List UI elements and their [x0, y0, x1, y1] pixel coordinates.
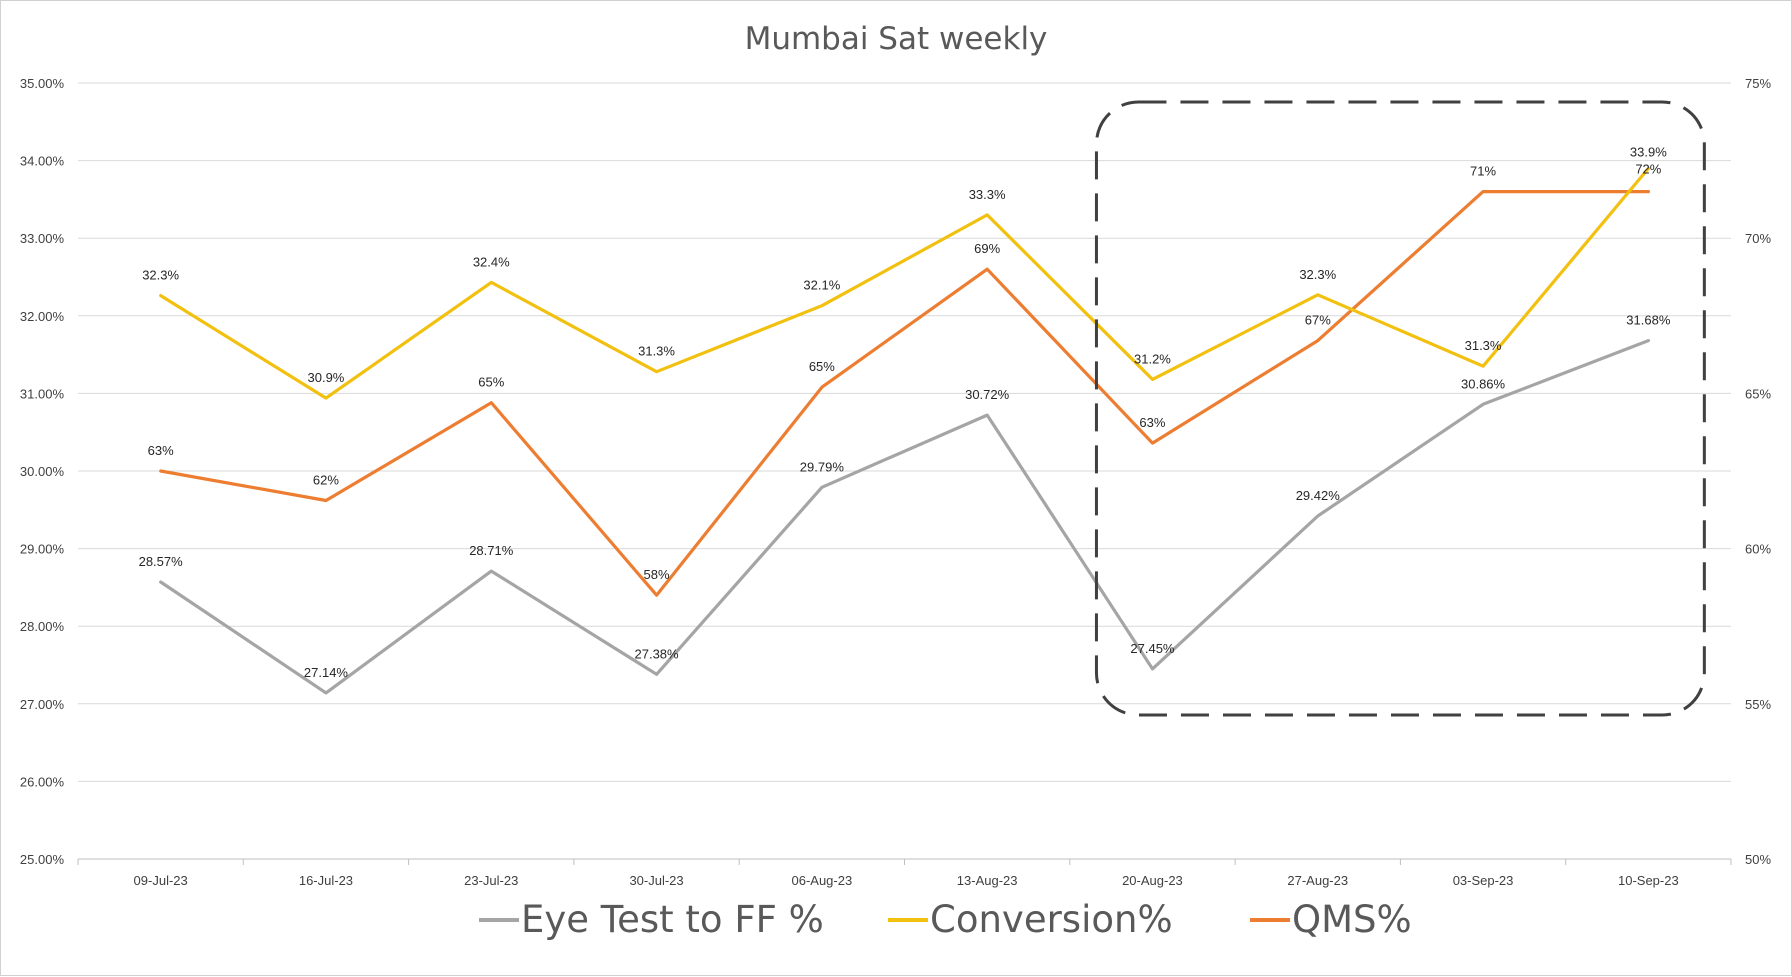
data-label: 27.45%: [1130, 641, 1175, 656]
data-label: 33.9%: [1630, 144, 1667, 159]
x-tick-label: 27-Aug-23: [1287, 873, 1348, 888]
y-left-tick-label: 32.00%: [20, 309, 65, 324]
y-left-tick-label: 34.00%: [20, 154, 65, 169]
data-label: 31.3%: [1465, 338, 1502, 353]
data-label: 32.3%: [1299, 267, 1336, 282]
data-label: 62%: [313, 472, 339, 487]
series-line-eye-test-to-ff: [159, 339, 1651, 695]
y-left-tick-label: 27.00%: [20, 697, 65, 712]
data-label: 29.42%: [1296, 488, 1341, 503]
x-tick-label: 23-Jul-23: [464, 873, 518, 888]
data-label: 28.71%: [469, 543, 514, 558]
data-label: 71%: [1470, 164, 1496, 179]
data-label: 30.9%: [308, 370, 345, 385]
series-line-qms: [159, 190, 1651, 597]
data-label: 32.3%: [142, 268, 179, 283]
y-left-tick-label: 28.00%: [20, 619, 65, 634]
y-left-tick-label: 31.00%: [20, 386, 65, 401]
data-label: 30.72%: [965, 387, 1010, 402]
data-label: 69%: [974, 241, 1000, 256]
y-left-tick-label: 35.00%: [20, 76, 65, 91]
legend-label: Conversion%: [930, 898, 1173, 941]
x-tick-label: 06-Aug-23: [791, 873, 852, 888]
data-label: 72%: [1635, 162, 1661, 177]
data-label: 58%: [644, 567, 670, 582]
x-tick-label: 13-Aug-23: [957, 873, 1018, 888]
y-right-tick-label: 50%: [1745, 852, 1771, 867]
data-label: 27.38%: [635, 646, 680, 661]
data-label: 31.68%: [1626, 313, 1671, 328]
x-tick-label: 16-Jul-23: [299, 873, 353, 888]
y-left-tick-label: 33.00%: [20, 231, 65, 246]
y-left-tick-label: 29.00%: [20, 542, 65, 557]
y-right-tick-label: 60%: [1745, 542, 1771, 557]
data-label: 33.3%: [969, 187, 1006, 202]
y-left-tick-label: 25.00%: [20, 852, 65, 867]
legend-label: Eye Test to FF %: [521, 898, 824, 941]
data-label: 63%: [1139, 415, 1165, 430]
legend-label: QMS%: [1292, 898, 1412, 941]
y-left-tick-label: 30.00%: [20, 464, 65, 479]
data-label: 65%: [809, 359, 835, 374]
y-left-tick-label: 26.00%: [20, 774, 65, 789]
data-label: 30.86%: [1461, 376, 1506, 391]
x-tick-label: 03-Sep-23: [1453, 873, 1514, 888]
y-right-tick-label: 55%: [1745, 697, 1771, 712]
data-label: 32.4%: [473, 254, 510, 269]
y-right-tick-label: 75%: [1745, 76, 1771, 91]
data-label: 31.3%: [638, 344, 675, 359]
data-label: 27.14%: [304, 665, 349, 680]
data-label: 31.2%: [1134, 351, 1171, 366]
data-label: 28.57%: [139, 554, 184, 569]
chart-title: Mumbai Sat weekly: [745, 21, 1048, 57]
x-tick-label: 30-Jul-23: [629, 873, 683, 888]
series-line-conversion: [159, 166, 1651, 400]
data-label: 63%: [148, 443, 174, 458]
y-right-tick-label: 65%: [1745, 386, 1771, 401]
x-tick-label: 09-Jul-23: [134, 873, 188, 888]
data-label: 29.79%: [800, 459, 845, 474]
x-tick-label: 10-Sep-23: [1618, 873, 1679, 888]
x-tick-label: 20-Aug-23: [1122, 873, 1183, 888]
data-label: 32.1%: [803, 278, 840, 293]
y-right-tick-label: 70%: [1745, 231, 1771, 246]
data-label: 65%: [478, 375, 504, 390]
highlight-box: [1094, 100, 1706, 717]
data-label: 67%: [1305, 313, 1331, 328]
